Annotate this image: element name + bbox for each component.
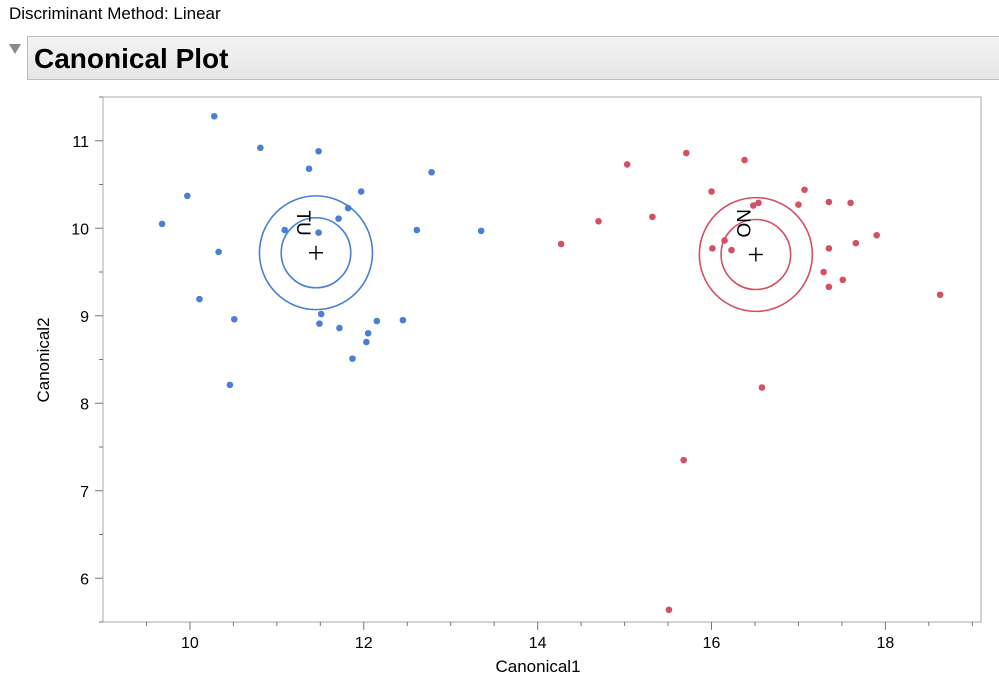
data-point <box>413 226 421 234</box>
x-tick-label: 10 <box>181 635 199 652</box>
data-point <box>315 229 322 236</box>
data-point <box>936 291 944 299</box>
section-title: Canonical Plot <box>34 43 229 74</box>
data-point <box>230 315 238 323</box>
data-point <box>336 324 343 332</box>
data-point <box>755 199 762 207</box>
centroid-label: TU <box>292 210 313 235</box>
y-axis-title: Canonical2 <box>34 317 53 402</box>
data-point <box>595 217 602 225</box>
discriminant-method-line: Discriminant Method: Linear <box>9 4 221 24</box>
centroid-markers: TU NO <box>292 209 763 262</box>
y-tick-label: 7 <box>80 484 89 501</box>
data-point <box>477 227 485 235</box>
data-point <box>825 245 833 252</box>
canonical-plot-section-header: Canonical Plot <box>0 36 999 80</box>
data-point <box>820 268 827 276</box>
outer-confidence-circle <box>258 195 374 311</box>
data-point <box>649 213 656 221</box>
plot-frame <box>102 96 982 623</box>
y-tick-label: 11 <box>72 134 89 151</box>
data-point <box>721 237 728 244</box>
data-point <box>315 147 322 155</box>
data-point <box>709 245 716 252</box>
data-point <box>363 338 370 346</box>
inner-confidence-circle <box>280 216 352 289</box>
data-point <box>749 202 757 209</box>
section-header-bar[interactable]: Canonical Plot <box>27 36 999 80</box>
y-tick-label: 9 <box>80 309 89 326</box>
data-point <box>364 329 372 337</box>
y-tick-label: 6 <box>80 571 89 588</box>
x-tick-label: 16 <box>703 635 721 652</box>
data-point <box>196 295 203 303</box>
data-points <box>158 112 944 614</box>
data-point <box>373 317 381 325</box>
data-point <box>708 188 715 195</box>
data-point <box>873 231 880 239</box>
x-axis: 10 12 14 16 18 <box>145 622 973 652</box>
data-point <box>623 161 631 168</box>
y-axis: 6 7 8 9 10 11 <box>71 96 103 623</box>
data-point <box>215 248 222 256</box>
data-point <box>680 456 687 464</box>
data-point <box>335 215 342 222</box>
method-value: Linear <box>173 4 221 23</box>
data-point <box>557 240 565 248</box>
data-point <box>316 320 323 327</box>
data-point <box>210 112 218 120</box>
x-tick-label: 14 <box>529 635 547 652</box>
data-point <box>257 144 264 152</box>
data-point <box>852 239 860 247</box>
method-label: Discriminant Method: <box>9 4 169 23</box>
inner-confidence-circle <box>720 218 792 291</box>
data-point <box>158 220 166 228</box>
data-point <box>839 276 847 284</box>
data-point <box>428 168 435 176</box>
data-point <box>665 606 673 614</box>
data-point <box>281 226 288 234</box>
y-tick-label: 10 <box>71 221 89 238</box>
data-point <box>226 381 234 389</box>
x-tick-label: 18 <box>876 635 894 652</box>
data-point <box>344 204 352 212</box>
data-point <box>825 283 833 291</box>
disclosure-triangle-icon[interactable] <box>9 44 21 54</box>
data-point <box>349 355 356 362</box>
data-point <box>741 156 748 164</box>
centroid-label: NO <box>732 209 753 238</box>
y-tick-label: 8 <box>80 396 89 413</box>
data-point <box>795 201 802 208</box>
data-point <box>758 384 766 391</box>
centroid-circles <box>258 195 814 313</box>
x-tick-label: 12 <box>355 635 373 652</box>
data-point <box>184 192 191 200</box>
data-point <box>683 149 690 157</box>
data-point <box>728 246 735 254</box>
data-point <box>399 316 407 324</box>
data-point <box>357 188 365 195</box>
data-point <box>317 310 325 318</box>
data-point <box>825 198 833 206</box>
data-point <box>847 199 854 207</box>
outer-confidence-circle <box>698 196 814 313</box>
data-point <box>305 165 313 173</box>
x-axis-title: Canonical1 <box>495 657 580 676</box>
data-point <box>801 186 808 194</box>
